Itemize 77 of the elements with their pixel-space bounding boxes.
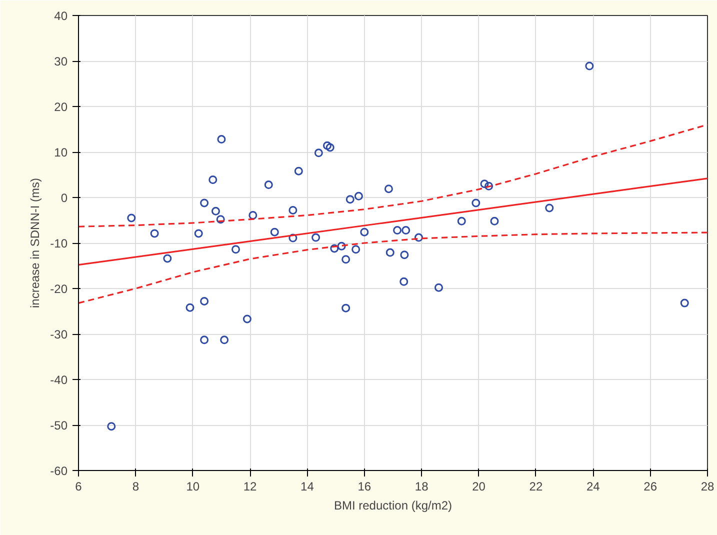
point xyxy=(680,298,689,308)
point xyxy=(354,192,363,200)
point xyxy=(386,248,394,257)
point xyxy=(232,245,240,254)
point xyxy=(402,226,410,235)
point xyxy=(200,296,209,306)
x-tick-label: 18 xyxy=(414,480,429,494)
x-tick-label: 12 xyxy=(243,480,258,494)
line-series xyxy=(78,124,708,228)
x-tick-label: 16 xyxy=(358,480,372,494)
y-tick-label: -50 xyxy=(50,418,68,432)
point xyxy=(288,206,298,214)
point xyxy=(480,180,489,188)
point xyxy=(294,166,303,176)
point xyxy=(545,204,554,212)
point xyxy=(194,229,203,238)
point xyxy=(211,206,220,216)
point xyxy=(400,250,409,260)
point xyxy=(150,229,159,238)
point xyxy=(208,176,218,184)
point xyxy=(242,314,252,324)
y-axis-title: increase in SDNN-I (ms) xyxy=(28,178,42,308)
point xyxy=(330,244,339,253)
line-series xyxy=(78,232,708,304)
point xyxy=(585,62,594,70)
x-tick-label: 6 xyxy=(75,480,82,494)
point xyxy=(457,216,466,226)
point xyxy=(393,226,402,235)
point xyxy=(217,135,226,144)
point xyxy=(484,182,494,190)
point xyxy=(270,228,279,236)
point xyxy=(342,255,350,264)
x-axis-title: BMI reduction (kg/m2) xyxy=(334,498,452,512)
point xyxy=(342,304,350,312)
y-tick-label: -30 xyxy=(50,328,68,342)
point xyxy=(322,141,332,150)
point xyxy=(107,422,116,431)
x-tick-label: 10 xyxy=(186,480,200,494)
x-tick-label: 22 xyxy=(529,480,543,494)
point xyxy=(434,283,443,292)
point xyxy=(400,277,408,286)
point xyxy=(360,228,369,236)
y-tick-label: -10 xyxy=(50,236,68,250)
point xyxy=(337,242,346,250)
y-tick-label: 0 xyxy=(60,191,68,205)
y-tick-label: 20 xyxy=(54,100,68,114)
point xyxy=(127,214,136,222)
point xyxy=(200,198,209,208)
point xyxy=(352,245,360,254)
point xyxy=(414,233,423,242)
y-tick-label: -40 xyxy=(50,373,68,387)
point xyxy=(186,303,194,312)
point xyxy=(314,148,323,158)
x-tick-label: 26 xyxy=(644,480,658,494)
x-tick-label: 14 xyxy=(300,480,314,494)
point xyxy=(312,233,320,242)
point xyxy=(220,336,229,344)
point xyxy=(326,143,334,152)
point xyxy=(288,234,298,242)
point xyxy=(346,195,354,204)
x-tick-label: 24 xyxy=(586,480,600,494)
y-tick-label: -20 xyxy=(50,282,68,296)
x-tick-label: 20 xyxy=(472,480,486,494)
point xyxy=(200,336,209,344)
point xyxy=(248,211,258,220)
point xyxy=(472,198,480,208)
point xyxy=(384,184,393,194)
y-tick-label: 10 xyxy=(54,146,68,160)
x-tick-label: 8 xyxy=(132,480,140,494)
point xyxy=(163,254,172,263)
point xyxy=(490,216,499,226)
y-tick-label: 30 xyxy=(54,54,68,68)
y-tick-label: -60 xyxy=(50,464,68,478)
point xyxy=(216,215,225,224)
x-tick-label: 28 xyxy=(700,480,714,494)
y-tick-label: 40 xyxy=(54,9,68,23)
point xyxy=(264,180,273,190)
